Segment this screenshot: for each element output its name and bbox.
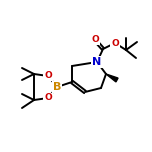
Text: O: O (44, 71, 52, 81)
Text: B: B (53, 82, 61, 92)
Polygon shape (106, 74, 118, 82)
Text: O: O (44, 93, 52, 102)
Text: O: O (91, 36, 99, 45)
Text: O: O (111, 38, 119, 47)
Text: N: N (92, 57, 102, 67)
